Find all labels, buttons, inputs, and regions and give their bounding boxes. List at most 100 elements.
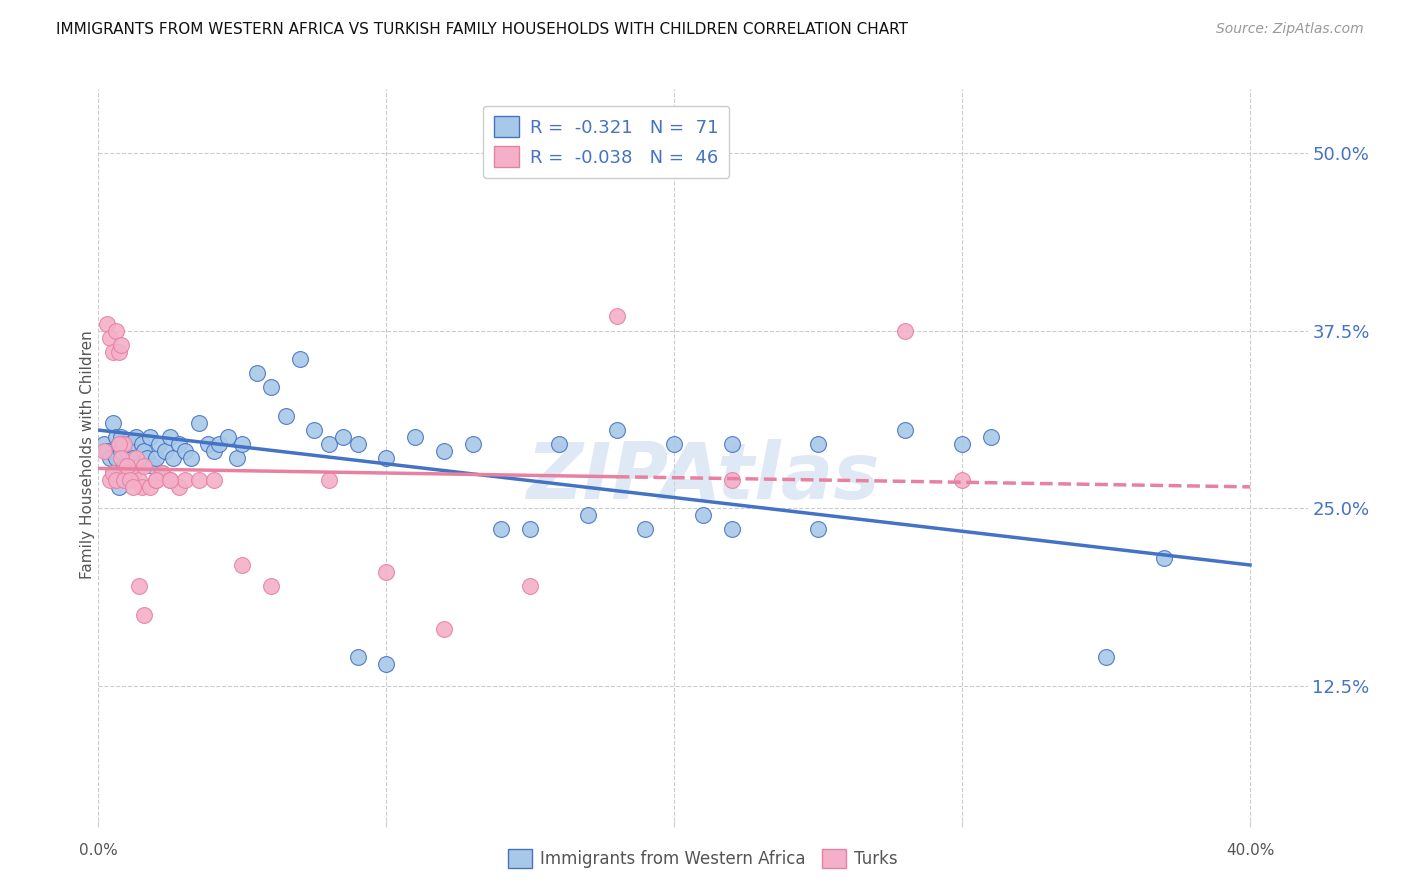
Text: ZIPAtlas: ZIPAtlas xyxy=(526,439,880,515)
Text: 0.0%: 0.0% xyxy=(79,843,118,858)
Text: IMMIGRANTS FROM WESTERN AFRICA VS TURKISH FAMILY HOUSEHOLDS WITH CHILDREN CORREL: IMMIGRANTS FROM WESTERN AFRICA VS TURKIS… xyxy=(56,22,908,37)
Point xyxy=(148,437,170,451)
Point xyxy=(188,416,211,430)
Point xyxy=(606,423,628,437)
Point xyxy=(634,523,657,537)
Text: Source: ZipAtlas.com: Source: ZipAtlas.com xyxy=(1216,22,1364,37)
Point xyxy=(110,444,132,458)
Text: 40.0%: 40.0% xyxy=(1226,843,1274,858)
Point xyxy=(115,466,138,480)
Point xyxy=(128,473,150,487)
Point xyxy=(120,437,142,451)
Point xyxy=(115,458,138,473)
Point xyxy=(112,473,135,487)
Point xyxy=(433,622,456,636)
Point xyxy=(893,324,915,338)
Point xyxy=(139,430,162,444)
Point xyxy=(136,451,159,466)
Point xyxy=(720,523,742,537)
Point xyxy=(128,458,150,473)
Point xyxy=(101,416,124,430)
Point xyxy=(893,423,915,437)
Point xyxy=(433,444,456,458)
Point xyxy=(120,473,142,487)
Point xyxy=(404,430,426,444)
Y-axis label: Family Households with Children: Family Households with Children xyxy=(80,331,94,579)
Point xyxy=(1153,550,1175,565)
Point xyxy=(173,444,195,458)
Point xyxy=(461,437,484,451)
Point xyxy=(231,437,253,451)
Point xyxy=(150,466,173,480)
Point xyxy=(519,579,541,593)
Point xyxy=(188,473,211,487)
Point xyxy=(134,607,156,622)
Point xyxy=(173,473,195,487)
Point xyxy=(720,473,742,487)
Point xyxy=(145,451,167,466)
Point xyxy=(115,444,138,458)
Point xyxy=(101,345,124,359)
Point xyxy=(980,430,1002,444)
Point xyxy=(122,480,145,494)
Point xyxy=(159,473,181,487)
Point xyxy=(98,473,121,487)
Point xyxy=(96,444,118,458)
Point xyxy=(246,366,269,380)
Point xyxy=(197,437,219,451)
Point xyxy=(202,473,225,487)
Point xyxy=(112,437,135,451)
Point xyxy=(104,430,127,444)
Point xyxy=(112,458,135,473)
Point xyxy=(202,444,225,458)
Point xyxy=(576,508,599,523)
Point xyxy=(131,437,153,451)
Point xyxy=(134,458,156,473)
Point xyxy=(159,473,181,487)
Point xyxy=(375,565,398,579)
Point xyxy=(107,345,129,359)
Point xyxy=(98,331,121,345)
Point xyxy=(950,473,973,487)
Point xyxy=(107,480,129,494)
Point xyxy=(318,473,340,487)
Point xyxy=(131,480,153,494)
Point xyxy=(128,579,150,593)
Point xyxy=(375,657,398,672)
Point xyxy=(145,473,167,487)
Point xyxy=(304,423,326,437)
Point xyxy=(167,437,190,451)
Point xyxy=(122,451,145,466)
Point xyxy=(104,451,127,466)
Point xyxy=(101,466,124,480)
Point xyxy=(375,451,398,466)
Point xyxy=(110,430,132,444)
Point xyxy=(346,650,368,665)
Point xyxy=(950,437,973,451)
Legend: R =  -0.321   N =  71, R =  -0.038   N =  46: R = -0.321 N = 71, R = -0.038 N = 46 xyxy=(484,105,730,178)
Point xyxy=(606,310,628,324)
Point xyxy=(104,324,127,338)
Point xyxy=(145,473,167,487)
Point xyxy=(260,380,283,394)
Point xyxy=(110,451,132,466)
Point xyxy=(208,437,231,451)
Point xyxy=(153,444,176,458)
Point xyxy=(548,437,571,451)
Point xyxy=(112,437,135,451)
Legend: Immigrants from Western Africa, Turks: Immigrants from Western Africa, Turks xyxy=(502,842,904,875)
Point xyxy=(115,466,138,480)
Point xyxy=(98,451,121,466)
Point xyxy=(142,458,165,473)
Point xyxy=(332,430,354,444)
Point xyxy=(125,451,148,466)
Point xyxy=(664,437,686,451)
Point xyxy=(93,444,115,458)
Point xyxy=(1095,650,1118,665)
Point xyxy=(346,437,368,451)
Point xyxy=(107,437,129,451)
Point xyxy=(519,523,541,537)
Point xyxy=(274,409,297,423)
Point xyxy=(288,352,311,367)
Point xyxy=(807,523,830,537)
